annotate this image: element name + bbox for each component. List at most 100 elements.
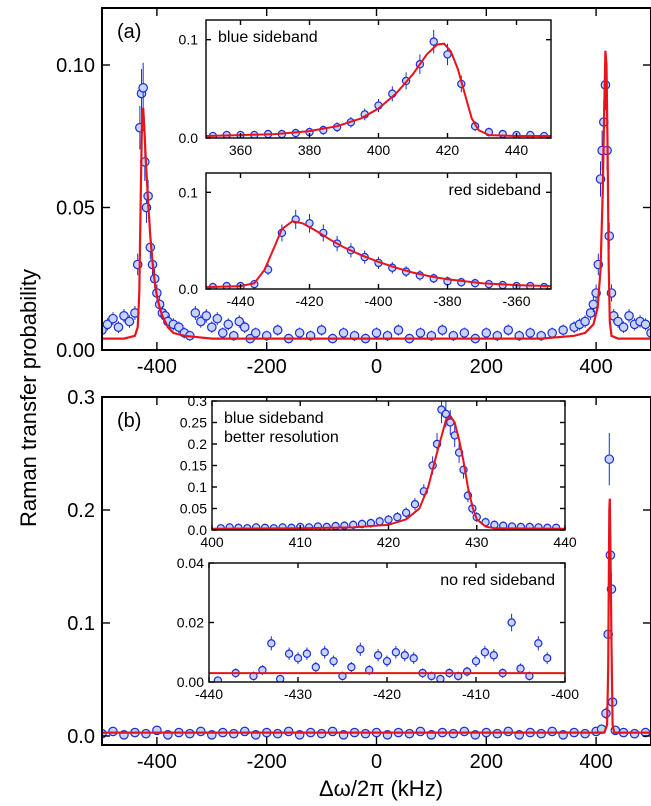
data-point [391, 648, 401, 657]
data-point [239, 322, 250, 332]
inset-label: red sideband [448, 182, 541, 199]
x-tick-label: 400 [200, 534, 224, 550]
data-point [489, 651, 498, 660]
panel-background [212, 401, 565, 530]
x-tick-label: 440 [505, 142, 529, 158]
data-point [272, 728, 283, 739]
data-point [201, 310, 212, 321]
x-tick-label: 400 [367, 142, 391, 158]
data-point [217, 328, 228, 338]
data-point [437, 325, 448, 335]
data-point [516, 664, 525, 673]
x-tick-label: -400 [551, 686, 579, 702]
data-point [212, 313, 223, 324]
x-tick-label: -200 [247, 356, 287, 378]
x-tick-label: 440 [553, 534, 577, 550]
data-point [629, 728, 640, 739]
data-point [329, 656, 338, 666]
x-tick-label: -360 [502, 293, 530, 309]
inset-label: better resolution [224, 429, 339, 446]
data-point [558, 325, 568, 335]
panel-label: (a) [117, 21, 141, 43]
y-tick-label: 0.10 [56, 55, 95, 77]
y-tick-label: 0.04 [177, 555, 204, 571]
data-point [585, 308, 596, 318]
data-point [239, 726, 250, 737]
data-point [113, 322, 124, 332]
data-point [462, 667, 472, 676]
data-point [400, 651, 409, 660]
x-tick-label: 0 [371, 751, 382, 773]
data-point [384, 515, 393, 524]
data-point [196, 316, 206, 327]
panel-plot [209, 613, 565, 682]
data-point [185, 728, 195, 739]
x-tick-label: -440 [195, 686, 223, 702]
x-tick-label: -420 [373, 686, 401, 702]
y-tick-label: 0.15 [180, 458, 207, 474]
data-point [409, 654, 418, 663]
y-tick-label: 0.2 [67, 500, 95, 522]
y-tick-label: 0.05 [180, 501, 207, 517]
data-point [276, 674, 285, 682]
x-tick-label: 430 [465, 534, 489, 550]
data-point [213, 676, 223, 682]
data-point [284, 649, 294, 658]
panel-plot [102, 432, 651, 740]
x-tick-label: 360 [229, 142, 253, 158]
data-point [347, 662, 356, 672]
data-point [604, 454, 615, 464]
data-point [503, 325, 514, 335]
y-tick-label: 0.1 [67, 613, 95, 635]
x-tick-label: -380 [433, 293, 461, 309]
data-point [503, 726, 514, 737]
x-tick-label: 200 [470, 751, 503, 773]
data-point [338, 328, 349, 338]
data-point [471, 656, 481, 666]
data-point [293, 654, 303, 663]
panel-plot [206, 209, 551, 289]
x-tick-label: -400 [137, 356, 177, 378]
x-tick-label: 400 [579, 751, 612, 773]
data-point [410, 500, 420, 509]
y-tick-label: 0.3 [188, 393, 208, 409]
data-point [480, 648, 490, 657]
data-point [618, 322, 629, 332]
inset-label: blue sideband [218, 29, 318, 46]
x-tick-label: -440 [226, 293, 254, 309]
data-point [459, 328, 470, 338]
data-point [459, 726, 470, 737]
data-point [360, 728, 371, 739]
data-point [356, 645, 365, 654]
data-point [108, 313, 118, 324]
y-tick-label: 0.1 [179, 32, 199, 48]
data-point [138, 83, 148, 93]
data-point [108, 726, 118, 737]
y-tick-label: 0.05 [56, 198, 95, 220]
y-tick-label: 0.25 [180, 415, 207, 431]
data-point [448, 728, 459, 739]
data-point [267, 639, 276, 648]
data-point [580, 728, 590, 739]
panel-plot [212, 401, 565, 530]
data-point [228, 728, 239, 739]
panel-background [206, 20, 551, 138]
fit-curve [206, 42, 551, 137]
data-point [401, 508, 411, 517]
fit-curve [102, 498, 651, 734]
data-point [441, 409, 451, 419]
y-tick-label: 0.2 [188, 436, 208, 452]
data-point [311, 662, 320, 672]
y-tick-label: 0.0 [188, 522, 208, 538]
data-point [102, 319, 113, 330]
y-tick-label: 0.0 [179, 130, 199, 146]
data-point [316, 728, 327, 739]
data-point [547, 328, 557, 338]
data-point [124, 316, 135, 327]
x-tick-label: -400 [364, 293, 392, 309]
data-point [207, 322, 217, 332]
panel-a-inset-blue: 360 380 400 420 440 0.0 0.1 blue sideband [179, 19, 552, 158]
data-point [313, 522, 323, 530]
data-point [223, 319, 234, 330]
